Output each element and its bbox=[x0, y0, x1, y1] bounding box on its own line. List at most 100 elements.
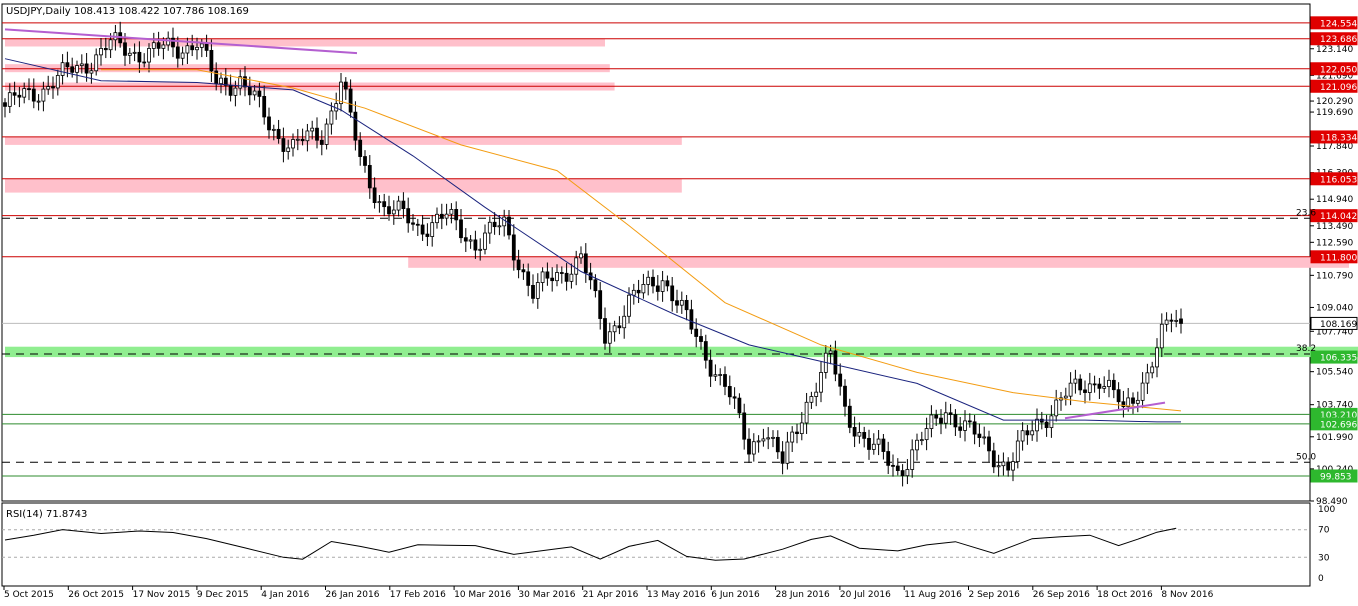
candle-body bbox=[593, 279, 598, 292]
candle-body bbox=[492, 221, 497, 228]
candle-body bbox=[891, 464, 895, 467]
y-tick-label: 105.540 bbox=[1316, 368, 1353, 378]
price-tag bbox=[1310, 62, 1358, 76]
candle-body bbox=[1011, 461, 1015, 471]
candle-body bbox=[1083, 389, 1087, 393]
candle-body bbox=[934, 414, 939, 419]
x-tick-label: 21 Apr 2016 bbox=[583, 590, 639, 600]
candle-body bbox=[516, 259, 521, 271]
candle-body bbox=[627, 294, 631, 317]
candle-body bbox=[391, 209, 396, 215]
candle-body bbox=[924, 428, 929, 441]
price-tag bbox=[1310, 350, 1358, 364]
candle-body bbox=[310, 127, 315, 132]
x-tick-label: 17 Feb 2016 bbox=[390, 590, 446, 600]
candle-body bbox=[1179, 318, 1183, 324]
price-tag bbox=[1310, 79, 1358, 93]
candle-body bbox=[41, 88, 46, 102]
y-tick-label: 123.140 bbox=[1316, 45, 1353, 55]
candle-body bbox=[718, 374, 723, 376]
candle-body bbox=[300, 138, 305, 142]
candle-body bbox=[199, 43, 204, 48]
candle-body bbox=[247, 86, 252, 96]
candle-body bbox=[60, 62, 65, 76]
candle-body bbox=[175, 46, 180, 59]
candle-body bbox=[843, 385, 847, 407]
fib-38-label: 38.2 bbox=[1296, 344, 1316, 354]
candle-body bbox=[771, 436, 775, 439]
y-tick-label: 117.840 bbox=[1316, 142, 1353, 152]
price-tag-label: 123.686 bbox=[1320, 35, 1357, 45]
price-tag-label: 106.335 bbox=[1320, 354, 1357, 364]
price-tag-label: 122.050 bbox=[1320, 65, 1357, 75]
x-tick-label: 26 Sep 2016 bbox=[1033, 590, 1090, 600]
candle-body bbox=[142, 61, 147, 64]
candle-body bbox=[550, 277, 555, 282]
y-tick-label: 107.740 bbox=[1316, 327, 1353, 337]
x-tick-label: 6 Jun 2016 bbox=[711, 590, 760, 600]
candle-body bbox=[324, 123, 329, 145]
candle-body bbox=[1015, 440, 1020, 463]
candle-body bbox=[751, 441, 756, 455]
candle-body bbox=[329, 110, 334, 125]
candle-body bbox=[1164, 319, 1169, 325]
candle-body bbox=[636, 289, 641, 294]
candle-body bbox=[564, 272, 569, 282]
candle-body bbox=[94, 54, 99, 72]
candle-body bbox=[545, 271, 550, 279]
candle-body bbox=[1078, 378, 1083, 391]
candle-body bbox=[204, 43, 209, 51]
x-tick-label: 18 Oct 2016 bbox=[1097, 590, 1153, 600]
candle-body bbox=[233, 87, 238, 96]
candle-body bbox=[555, 272, 559, 282]
candle-body bbox=[819, 372, 823, 393]
candle-body bbox=[790, 431, 795, 443]
candle-body bbox=[737, 397, 742, 414]
candle-body bbox=[190, 45, 195, 51]
y-tick-label: 98.490 bbox=[1316, 497, 1348, 507]
candle-body bbox=[617, 325, 622, 329]
candle-body bbox=[814, 391, 819, 397]
candle-body bbox=[713, 374, 718, 377]
x-tick-label: 28 Jun 2016 bbox=[776, 590, 830, 600]
candle-body bbox=[670, 285, 675, 302]
x-tick-label: 26 Oct 2015 bbox=[68, 590, 124, 600]
candle-body bbox=[55, 75, 60, 89]
candle-body bbox=[1102, 386, 1107, 389]
candle-body bbox=[223, 77, 228, 86]
candle-body bbox=[847, 405, 852, 428]
candle-body bbox=[915, 439, 919, 451]
candle-body bbox=[948, 412, 953, 415]
candle-body bbox=[276, 128, 281, 139]
candle-body bbox=[367, 165, 372, 189]
candle-body bbox=[281, 138, 286, 152]
candle-body bbox=[411, 222, 415, 225]
candle-body bbox=[991, 450, 996, 468]
price-tag-label: 124.554 bbox=[1320, 19, 1357, 29]
candle-body bbox=[3, 102, 7, 107]
rsi-tick-label: 30 bbox=[1318, 553, 1330, 563]
candle-body bbox=[799, 422, 804, 435]
candle-body bbox=[684, 299, 689, 311]
candle-body bbox=[478, 248, 483, 251]
candle-body bbox=[291, 139, 295, 149]
candle-body bbox=[675, 300, 679, 306]
pink-zone bbox=[408, 256, 1349, 268]
fib-23-label: 23.6 bbox=[1296, 208, 1316, 218]
candle-body bbox=[1135, 399, 1140, 404]
candle-body bbox=[185, 45, 190, 54]
candle-body bbox=[766, 437, 771, 440]
orange-moving-average bbox=[101, 69, 1182, 412]
candle-body bbox=[857, 432, 862, 437]
candle-body bbox=[319, 139, 324, 145]
candle-body bbox=[401, 200, 406, 210]
pink-zone bbox=[5, 178, 682, 193]
y-tick-label: 120.290 bbox=[1316, 97, 1353, 107]
candle-body bbox=[511, 234, 516, 261]
price-tag bbox=[1310, 16, 1358, 30]
candle-body bbox=[833, 350, 838, 375]
rsi-label: RSI(14) 71.8743 bbox=[6, 509, 87, 520]
y-tick-label: 103.740 bbox=[1316, 401, 1353, 411]
candle-body bbox=[838, 373, 843, 387]
rsi-pane bbox=[1, 502, 1311, 587]
